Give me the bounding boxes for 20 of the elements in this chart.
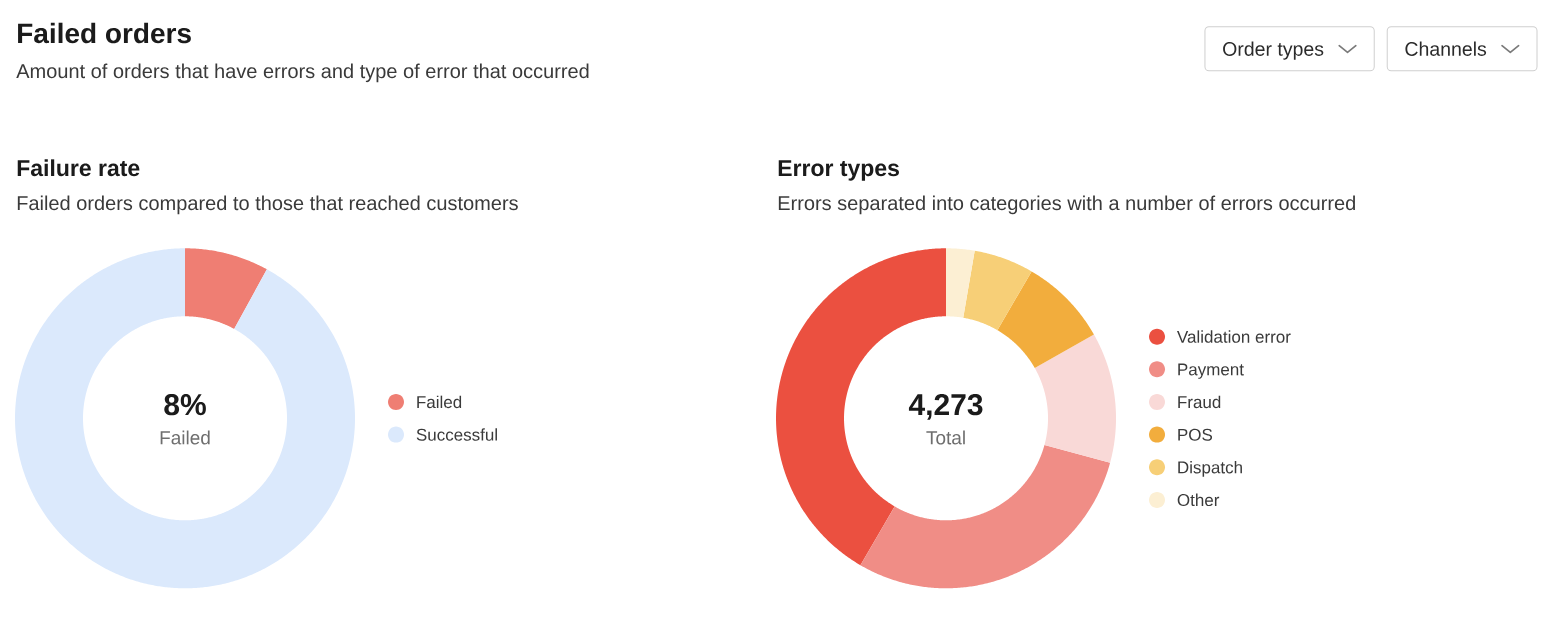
chart-subtitle: Errors separated into categories with a number of errors occurred xyxy=(778,195,1355,215)
legend-label: Dispatch xyxy=(1178,460,1242,477)
chart-subtitle: Failed orders compared to those that reached customers xyxy=(17,195,518,215)
text: Failed xyxy=(160,430,210,445)
legend-label: Other xyxy=(1177,493,1220,507)
legend-label: Successful xyxy=(416,428,497,441)
legend-label: Validation error xyxy=(1176,330,1291,343)
legend-label: Failed xyxy=(417,395,462,409)
text: Failed orders xyxy=(18,22,191,44)
text: 8% xyxy=(164,394,206,416)
text: 4,273 xyxy=(908,394,983,420)
chart-title: Error types xyxy=(778,160,899,181)
text: Total xyxy=(926,430,965,445)
legend-label: Fraud xyxy=(1178,395,1221,409)
text: Amount of orders that have errors and type of error that occurred xyxy=(16,63,589,83)
text: Order types xyxy=(1223,41,1324,60)
legend-label: Payment xyxy=(1178,363,1244,379)
text: Channels xyxy=(1405,41,1487,56)
chart-title: Failure rate xyxy=(17,159,140,177)
legend-label: POS xyxy=(1178,428,1213,441)
